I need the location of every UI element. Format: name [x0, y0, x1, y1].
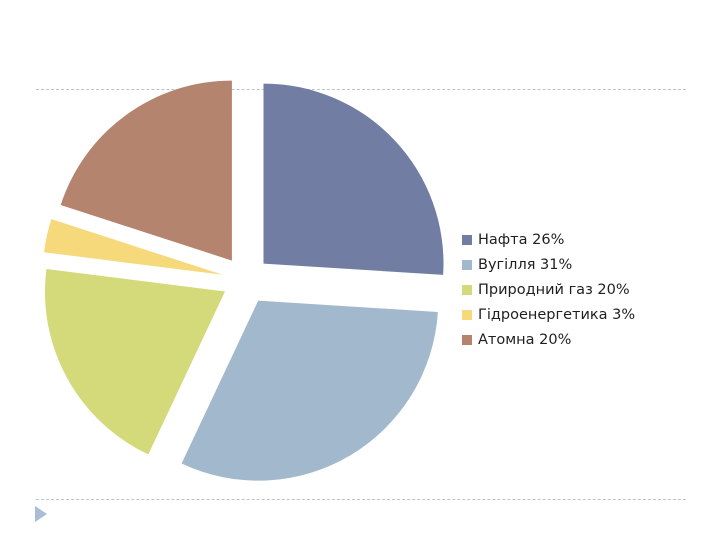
pie-slice-3 — [43, 219, 223, 275]
legend-item-3: Гідроенергетика 3% — [462, 305, 635, 324]
legend-swatch — [462, 284, 472, 295]
legend-swatch — [462, 234, 472, 245]
legend-label: Гідроенергетика 3% — [478, 306, 636, 323]
pie-slice-1 — [181, 300, 438, 481]
legend-swatch — [462, 334, 472, 345]
triangle-right-icon — [35, 506, 47, 522]
legend-item-0: Нафта 26% — [462, 230, 635, 249]
legend-item-4: Атомна 20% — [462, 330, 635, 349]
legend-swatch — [462, 259, 472, 270]
legend-label: Атомна 20% — [478, 331, 572, 348]
legend-item-1: Вугілля 31% — [462, 255, 635, 274]
pie-slice-2 — [44, 269, 225, 455]
pie-slice-0 — [263, 83, 444, 275]
legend-label: Нафта 26% — [478, 231, 565, 248]
top-divider — [36, 89, 686, 90]
legend-label: Вугілля 31% — [478, 256, 573, 273]
bottom-divider — [36, 499, 686, 500]
legend-swatch — [462, 309, 472, 320]
chart-legend: Нафта 26% Вугілля 31% Природний газ 20% Гід… — [462, 230, 635, 349]
pie-slice-4 — [60, 80, 232, 261]
legend-label: Природний газ 20% — [478, 281, 630, 298]
legend-item-2: Природний газ 20% — [462, 280, 635, 299]
